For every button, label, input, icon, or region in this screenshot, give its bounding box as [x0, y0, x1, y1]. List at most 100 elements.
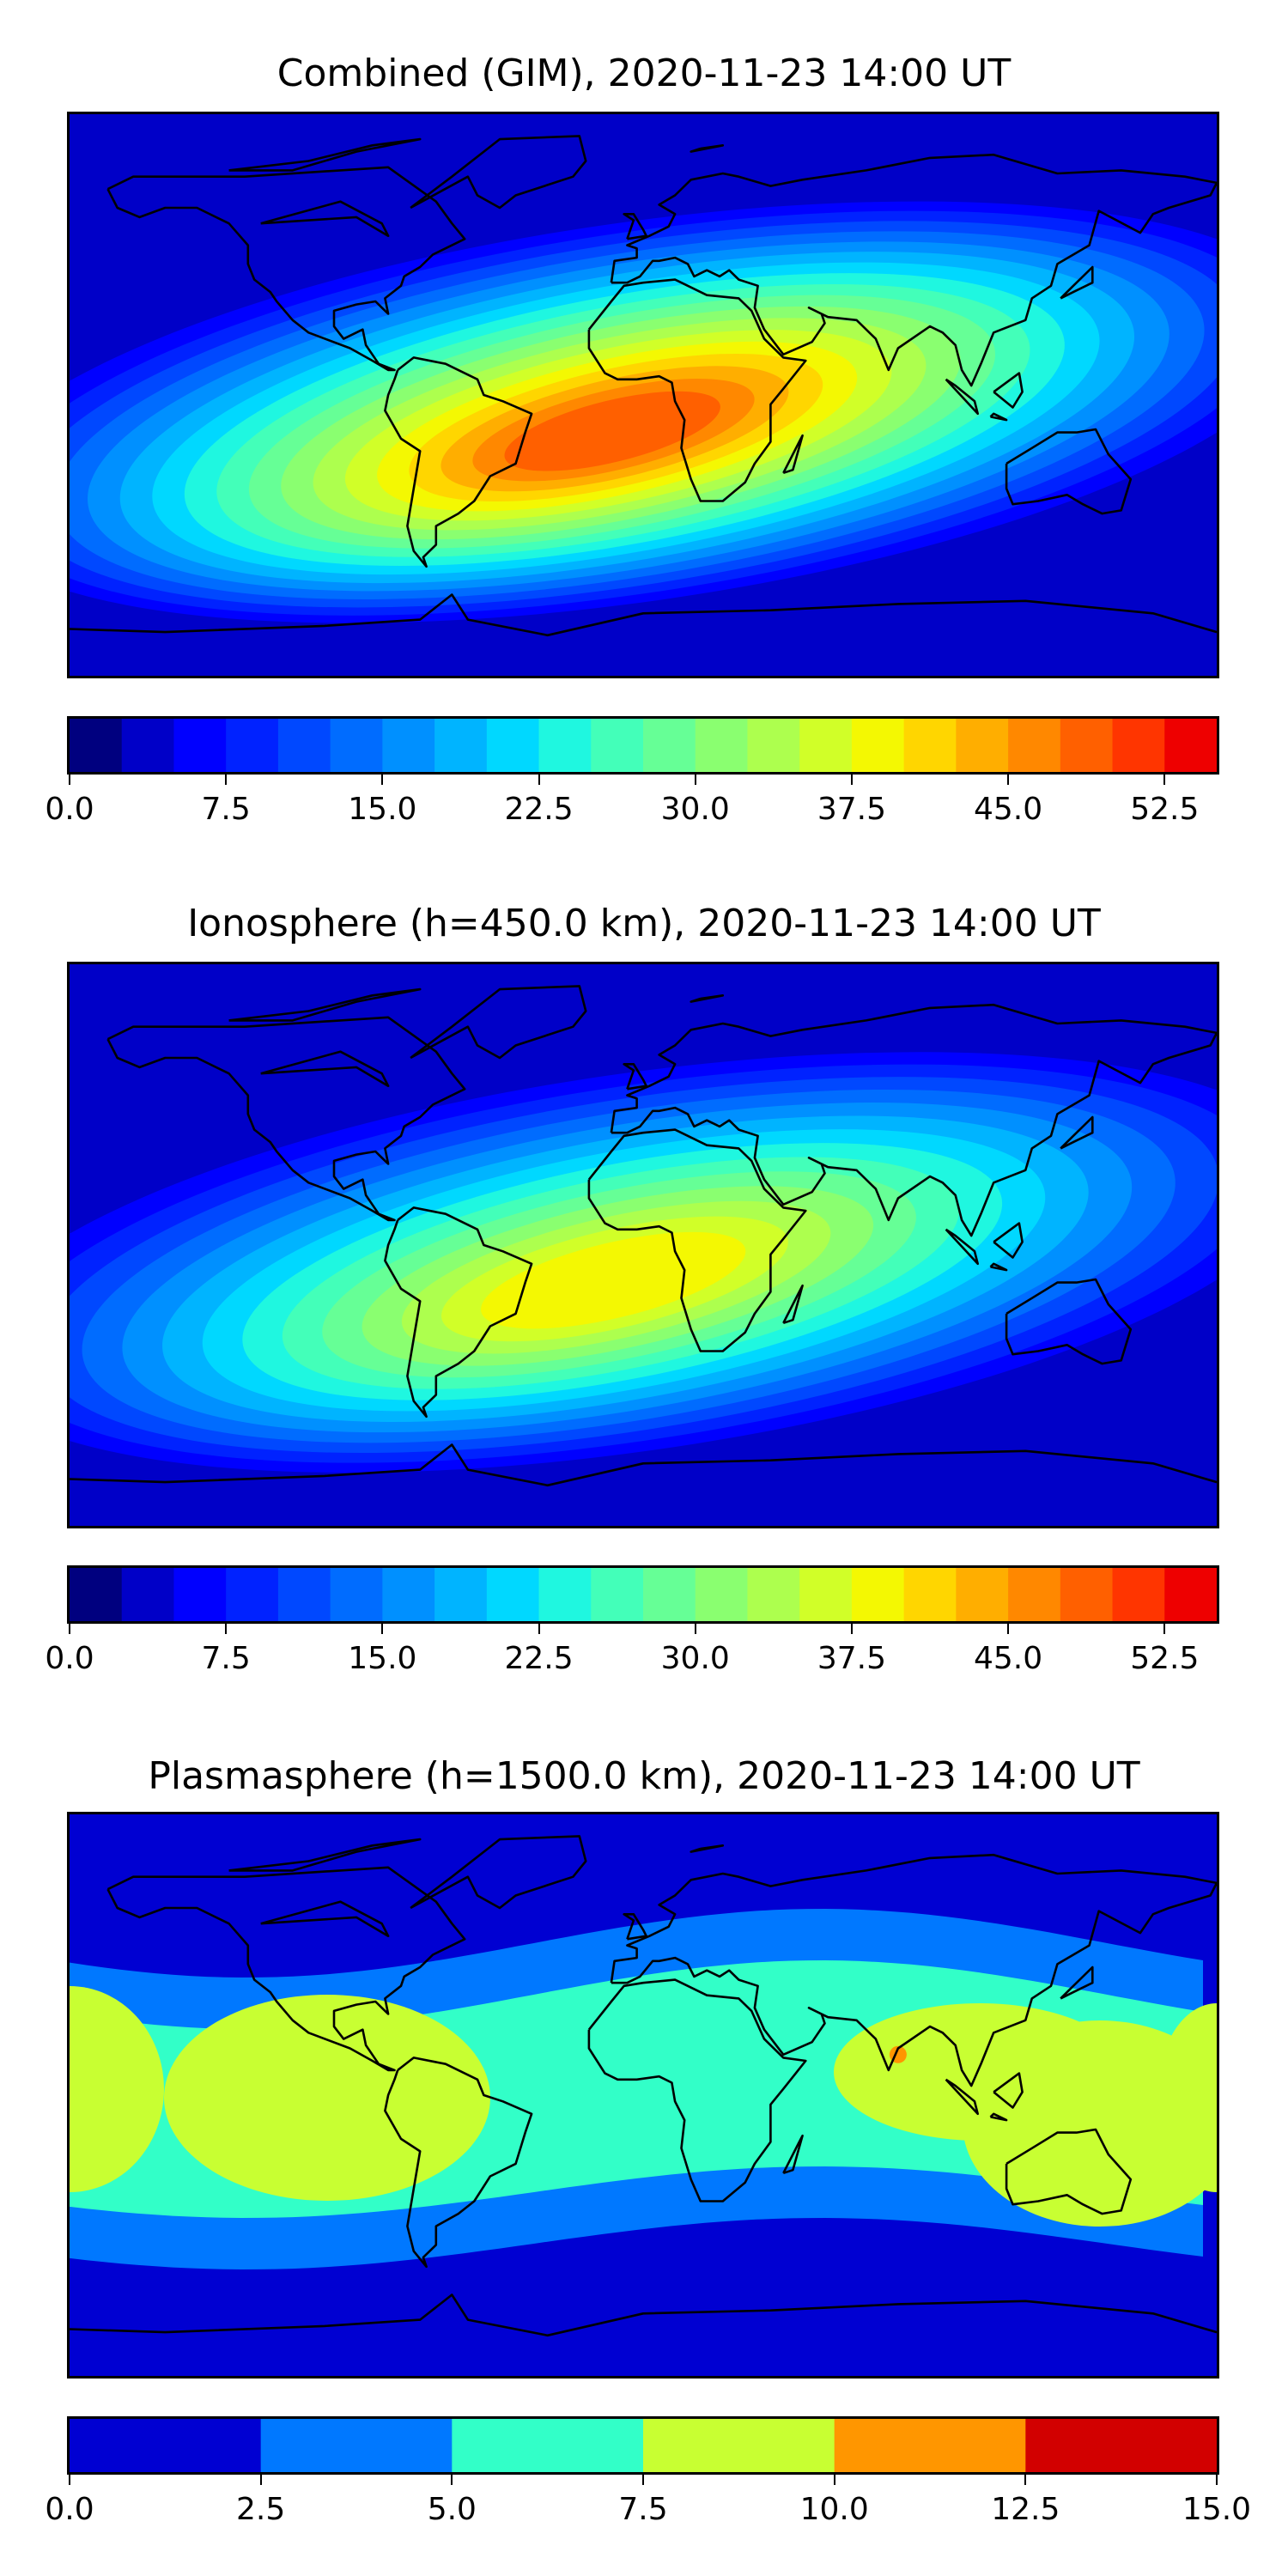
colorbar-tick-label: 5.0: [427, 2492, 477, 2527]
colorbar-level: [173, 719, 227, 772]
coastline-path: [410, 135, 587, 210]
coastline-path: [106, 166, 466, 372]
coastline-path: [587, 1128, 807, 1352]
colorbar-level: [70, 2419, 262, 2472]
coastline-path: [623, 213, 647, 240]
colorbar-tick-mark: [642, 2475, 644, 2485]
coastline-path: [690, 994, 725, 1003]
tec-map-svg: [70, 114, 1217, 676]
coastline-path: [945, 1228, 979, 1266]
colorbar-tick-mark: [381, 1624, 384, 1634]
colorbar-tick-label: 15.0: [348, 792, 417, 827]
tec-field: [70, 964, 1217, 1526]
tec-map-svg: [70, 964, 1217, 1526]
coastline-path: [993, 2072, 1024, 2109]
colorbar-tick-label: 45.0: [974, 792, 1043, 827]
tec-contour-band: [481, 1231, 746, 1329]
colorbar-tick-label: 37.5: [817, 1641, 886, 1676]
colorbar-tick-mark: [451, 2475, 453, 2485]
coastline-path: [410, 985, 587, 1060]
colorbar-tick-mark: [1007, 775, 1010, 785]
colorbar-level: [538, 719, 592, 772]
colorbar-tick-mark: [69, 1624, 70, 1634]
colorbar-tick-mark: [538, 1624, 540, 1634]
colorbar-level: [956, 719, 1009, 772]
colorbar-level: [434, 719, 488, 772]
colorbar-tick-mark: [1163, 775, 1166, 785]
colorbar-level: [747, 719, 800, 772]
colorbar-level: [277, 1568, 331, 1621]
colorbar-level: [330, 719, 383, 772]
tec-map-svg: [70, 1814, 1217, 2376]
colorbar-tick-mark: [1163, 1624, 1166, 1634]
coastline-path: [690, 1844, 725, 1853]
colorbar-tick-mark: [833, 2475, 835, 2485]
coastline-path: [610, 153, 1217, 387]
colorbar-tick-label: 52.5: [1130, 1641, 1200, 1676]
colorbar-tick-mark: [1024, 2475, 1027, 2485]
colorbar-level: [695, 719, 748, 772]
coastlines: [70, 1835, 1217, 2337]
tec-field: [70, 114, 1217, 676]
coastline-path: [1060, 1965, 1094, 2000]
colorbar-level: [643, 719, 696, 772]
coastline-path: [228, 1838, 422, 1872]
chart-title: Combined (GIM), 2020-11-23 14:00 UT: [276, 52, 1012, 95]
colorbar-level: [434, 1568, 488, 1621]
colorbar-level: [1008, 719, 1061, 772]
colorbar-svg: [70, 2419, 1217, 2472]
colorbar-level: [330, 1568, 383, 1621]
colorbar-tick-mark: [538, 775, 540, 785]
coastline-path: [260, 1900, 390, 1937]
colorbar-level: [382, 719, 435, 772]
colorbar-tick-label: 7.5: [618, 2492, 668, 2527]
colorbar-level: [260, 2419, 453, 2472]
coastline-path: [782, 1284, 804, 1325]
coastline-path: [106, 1016, 466, 1222]
coastline-path: [989, 2112, 1008, 2122]
colorbar-tick-mark: [694, 775, 696, 785]
coastline-path: [945, 2078, 979, 2116]
colorbar-ticks: 0.0 2.5 5.0 7.5 10.0 12.5 15.0: [45, 2475, 1251, 2527]
colorbar-tick-label: 22.5: [504, 792, 574, 827]
coastline-path: [989, 412, 1008, 422]
coastline-path: [70, 1443, 1217, 1487]
colorbar-svg: [70, 1568, 1217, 1621]
colorbar-level: [1112, 1568, 1165, 1621]
coastlines: [70, 985, 1217, 1487]
colorbar-level: [903, 1568, 957, 1621]
coastline-path: [1060, 265, 1094, 300]
colorbar-level: [591, 1568, 644, 1621]
coastlines: [70, 135, 1217, 637]
colorbar-level: [486, 719, 540, 772]
coastline-path: [384, 2057, 533, 2269]
colorbar-level: [643, 2419, 835, 2472]
coastline-path: [228, 987, 422, 1022]
coastline-path: [260, 200, 390, 237]
colorbar-level: [70, 1568, 123, 1621]
coastline-path: [993, 372, 1024, 409]
coastline-path: [410, 1835, 587, 1910]
colorbar-level: [1060, 1568, 1114, 1621]
colorbar-tick-label: 0.0: [45, 2492, 94, 2527]
colorbar-level: [799, 719, 853, 772]
coastline-path: [384, 1206, 533, 1419]
plasma-band-4: [963, 2020, 1217, 2227]
colorbar-tick-label: 45.0: [974, 1641, 1043, 1676]
colorbar-combined: [67, 716, 1219, 775]
colorbar-level: [1164, 719, 1217, 772]
colorbar-tick-label: 15.0: [1182, 2492, 1252, 2527]
colorbar-ionosphere: [67, 1565, 1219, 1624]
coastline-path: [1060, 1115, 1094, 1150]
colorbar-tick-label: 7.5: [201, 1641, 251, 1676]
colorbar-level: [1008, 1568, 1061, 1621]
tec-map-combined: [67, 112, 1219, 678]
chart-title: Ionosphere (h=450.0 km), 2020-11-23 14:0…: [187, 902, 1101, 945]
coastline-path: [70, 2293, 1217, 2337]
colorbar-tick-label: 37.5: [817, 792, 886, 827]
coastline-path: [610, 1003, 1217, 1237]
colorbar-level: [70, 719, 123, 772]
colorbar-level: [1164, 1568, 1217, 1621]
colorbar-level: [173, 1568, 227, 1621]
colorbar-tick-label: 30.0: [660, 1641, 730, 1676]
